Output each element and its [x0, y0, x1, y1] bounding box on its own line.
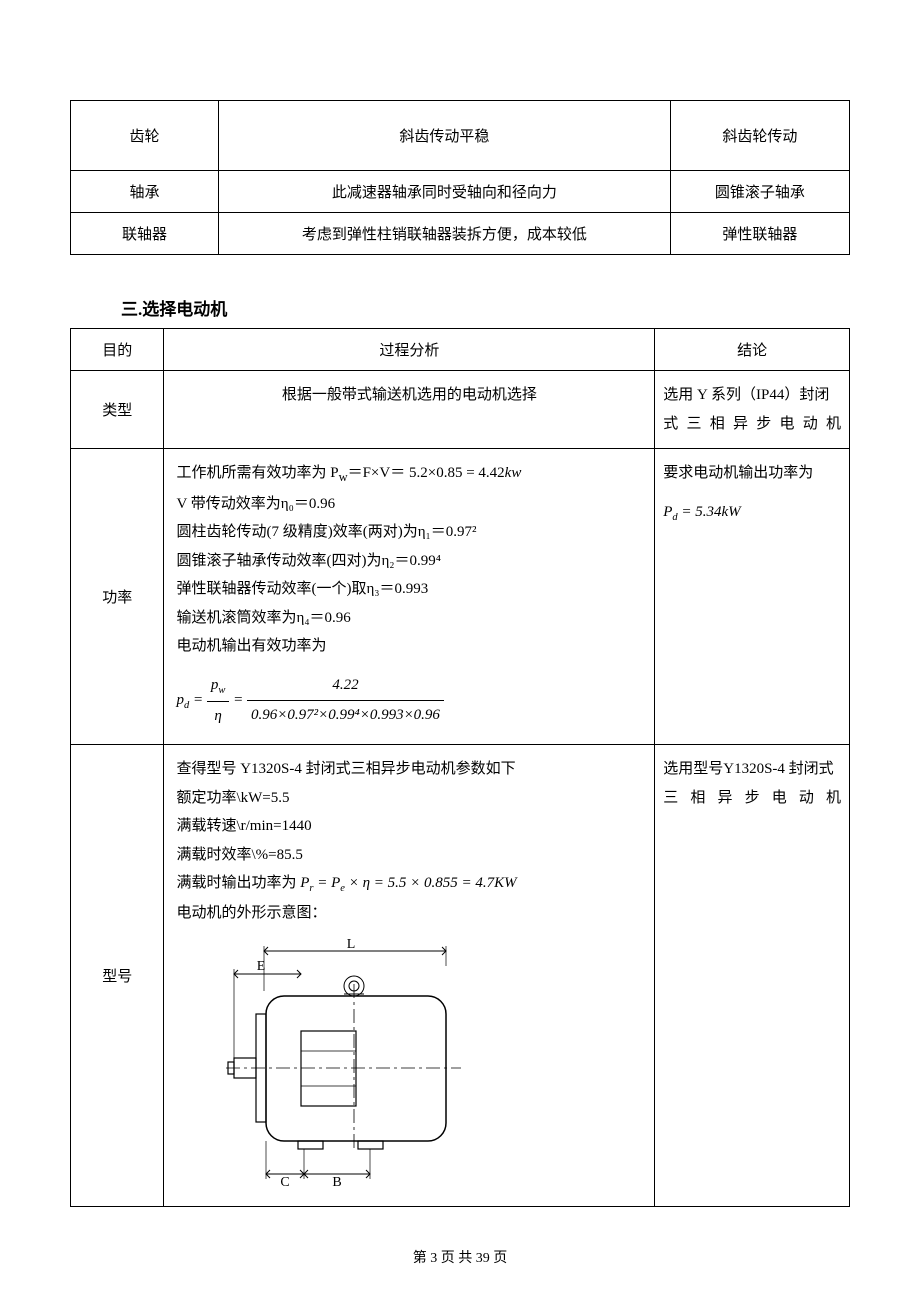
table-row: 轴承 此减速器轴承同时受轴向和径向力 圆锥滚子轴承	[71, 171, 850, 213]
header-analysis: 过程分析	[164, 329, 655, 371]
model-line1: 查得型号 Y1320S-4 封闭式三相异步电动机参数如下	[176, 755, 642, 784]
motor-diagram: L E	[206, 936, 642, 1197]
label-l: L	[347, 937, 356, 952]
cell-choice: 斜齿轮传动	[670, 101, 849, 171]
motor-svg: L E	[206, 936, 486, 1186]
power-line6: 输送机滚筒效率为η₄＝0.96	[176, 604, 642, 633]
cell-choice: 弹性联轴器	[670, 213, 849, 255]
model-line6: 电动机的外形示意图：	[176, 899, 642, 928]
table-row: 齿轮 斜齿传动平稳 斜齿轮传动	[71, 101, 850, 171]
cell-reason: 斜齿传动平稳	[219, 101, 671, 171]
power-line7: 电动机输出有效功率为	[176, 632, 642, 661]
motor-selection-table: 目的 过程分析 结论 类型 根据一般带式输送机选用的电动机选择 选用 Y 系列（…	[70, 328, 850, 1207]
model-line2: 额定功率\kW=5.5	[176, 784, 642, 813]
row-label: 类型	[71, 371, 164, 449]
fraction-2: 4.22 0.96×0.97²×0.99⁴×0.993×0.96	[247, 671, 444, 729]
power-line1: 工作机所需有效功率为 Pw＝F×V＝ 5.2×0.85 = 4.42kw	[176, 459, 642, 490]
power-conclusion: 要求电动机输出功率为 Pd = 5.34kW	[655, 449, 850, 745]
model-conclusion: 选用型号Y1320S-4 封闭式三相异步电动机	[655, 745, 850, 1207]
power-conclusion-formula: Pd = 5.34kW	[663, 494, 841, 532]
power-line2: V 带传动效率为η₀＝0.96	[176, 490, 642, 519]
type-row: 类型 根据一般带式输送机选用的电动机选择 选用 Y 系列（IP44）封闭式三相异…	[71, 371, 850, 449]
model-line4: 满载时效率\%=85.5	[176, 841, 642, 870]
cell-component: 联轴器	[71, 213, 219, 255]
row-label: 型号	[71, 745, 164, 1207]
power-formula: pd = pw η = 4.22 0.96×0.97²×0.99⁴×0.993×…	[176, 667, 642, 734]
power-line5: 弹性联轴器传动效率(一个)取η₃＝0.993	[176, 575, 642, 604]
cell-component: 齿轮	[71, 101, 219, 171]
model-line5: 满载时输出功率为 Pr = Pe × η = 5.5 × 0.855 = 4.7…	[176, 869, 642, 899]
label-b: B	[333, 1175, 342, 1186]
cell-reason: 此减速器轴承同时受轴向和径向力	[219, 171, 671, 213]
model-content: 查得型号 Y1320S-4 封闭式三相异步电动机参数如下 额定功率\kW=5.5…	[164, 745, 655, 1207]
cell-reason: 考虑到弹性柱销联轴器装拆方便，成本较低	[219, 213, 671, 255]
header-conclusion: 结论	[655, 329, 850, 371]
power-line4: 圆锥滚子轴承传动效率(四对)为η₂＝0.99⁴	[176, 547, 642, 576]
table-header: 目的 过程分析 结论	[71, 329, 850, 371]
type-conclusion: 选用 Y 系列（IP44）封闭式三相异步电动机	[655, 371, 850, 449]
model-row: 型号 查得型号 Y1320S-4 封闭式三相异步电动机参数如下 额定功率\kW=…	[71, 745, 850, 1207]
label-c: C	[281, 1175, 290, 1186]
power-line3: 圆柱齿轮传动(7 级精度)效率(两对)为η₁＝0.97²	[176, 518, 642, 547]
power-content: 工作机所需有效功率为 Pw＝F×V＝ 5.2×0.85 = 4.42kw V 带…	[164, 449, 655, 745]
power-row: 功率 工作机所需有效功率为 Pw＝F×V＝ 5.2×0.85 = 4.42kw …	[71, 449, 850, 745]
label-e: E	[257, 959, 266, 974]
component-table: 齿轮 斜齿传动平稳 斜齿轮传动 轴承 此减速器轴承同时受轴向和径向力 圆锥滚子轴…	[70, 100, 850, 255]
page-footer: 第 3 页 共 39 页	[70, 1247, 850, 1267]
header-purpose: 目的	[71, 329, 164, 371]
type-content: 根据一般带式输送机选用的电动机选择	[164, 371, 655, 449]
cell-choice: 圆锥滚子轴承	[670, 171, 849, 213]
section-title: 三.选择电动机	[70, 295, 850, 320]
model-line3: 满载转速\r/min=1440	[176, 812, 642, 841]
fraction-1: pw η	[207, 671, 230, 730]
cell-component: 轴承	[71, 171, 219, 213]
table-row: 联轴器 考虑到弹性柱销联轴器装拆方便，成本较低 弹性联轴器	[71, 213, 850, 255]
row-label: 功率	[71, 449, 164, 745]
